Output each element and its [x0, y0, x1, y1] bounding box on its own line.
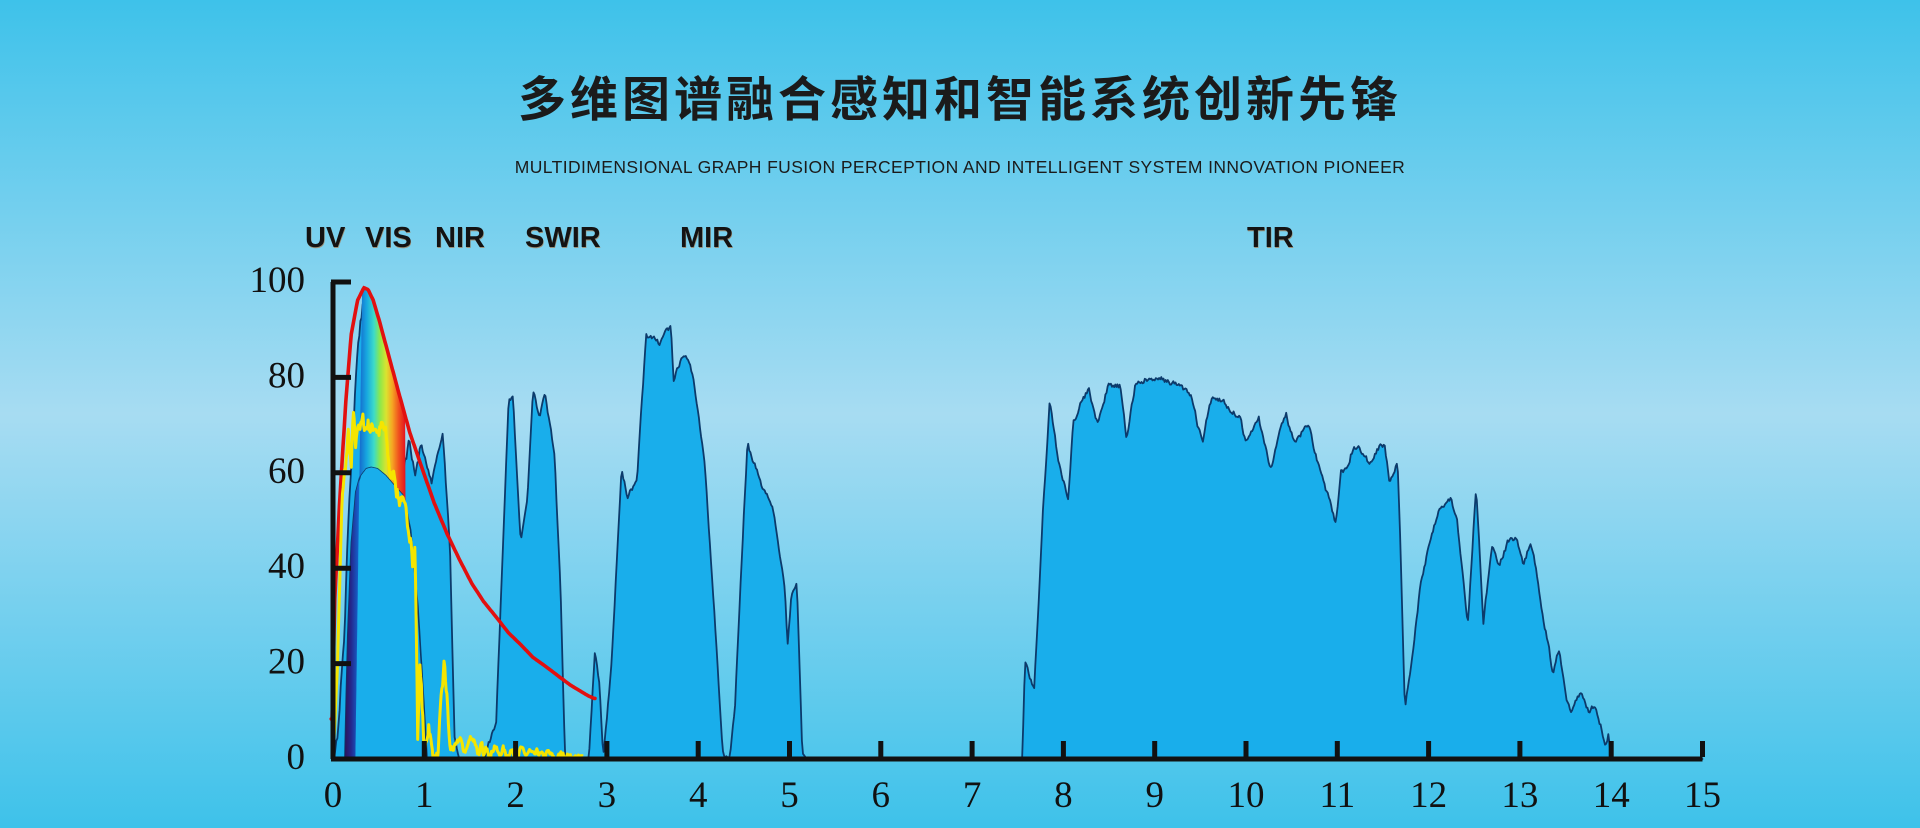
- svg-text:15: 15: [1684, 775, 1721, 816]
- svg-text:60: 60: [268, 451, 305, 492]
- svg-text:2: 2: [506, 775, 525, 816]
- svg-text:8: 8: [1054, 775, 1073, 816]
- svg-text:14: 14: [1593, 775, 1630, 816]
- svg-text:13: 13: [1501, 775, 1538, 816]
- svg-text:10: 10: [1228, 775, 1265, 816]
- svg-text:100: 100: [250, 260, 306, 301]
- svg-text:5: 5: [780, 775, 799, 816]
- svg-text:0: 0: [324, 775, 343, 816]
- svg-text:1: 1: [415, 775, 434, 816]
- svg-text:6: 6: [872, 775, 891, 816]
- svg-text:11: 11: [1319, 775, 1355, 816]
- svg-text:7: 7: [963, 775, 982, 816]
- svg-text:20: 20: [268, 642, 305, 683]
- svg-text:0: 0: [287, 737, 306, 778]
- svg-text:40: 40: [268, 546, 305, 587]
- svg-text:9: 9: [1145, 775, 1164, 816]
- svg-text:4: 4: [689, 775, 708, 816]
- svg-text:12: 12: [1410, 775, 1447, 816]
- svg-text:3: 3: [598, 775, 617, 816]
- svg-text:80: 80: [268, 355, 305, 396]
